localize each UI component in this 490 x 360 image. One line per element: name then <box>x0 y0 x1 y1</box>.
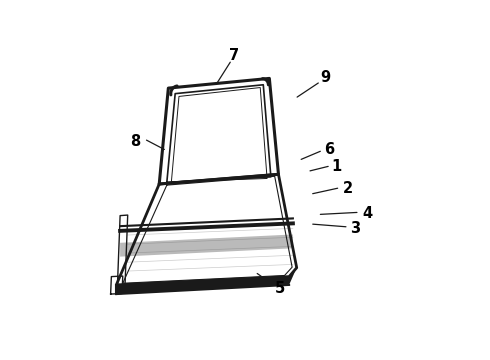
Text: 7: 7 <box>229 48 239 63</box>
Text: 8: 8 <box>130 134 141 149</box>
Text: 3: 3 <box>350 221 361 237</box>
Text: 2: 2 <box>343 181 353 196</box>
Text: 6: 6 <box>324 143 334 157</box>
Text: 9: 9 <box>320 70 330 85</box>
Polygon shape <box>116 268 297 294</box>
Text: 4: 4 <box>362 206 372 221</box>
Text: 5: 5 <box>274 281 285 296</box>
Text: 1: 1 <box>331 159 342 174</box>
Polygon shape <box>120 234 293 257</box>
